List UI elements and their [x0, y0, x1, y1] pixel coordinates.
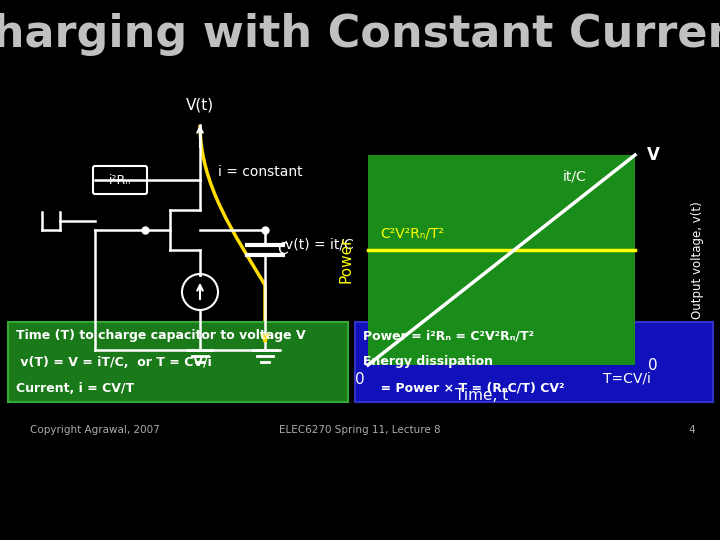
Text: V(t): V(t) [186, 97, 214, 112]
Text: Time (T) to charge capacitor to voltage V: Time (T) to charge capacitor to voltage … [16, 329, 305, 342]
Text: v(T) = V = iT/C,  or T = CV/i: v(T) = V = iT/C, or T = CV/i [16, 355, 212, 368]
FancyBboxPatch shape [93, 166, 147, 194]
Text: it/C: it/C [563, 170, 587, 184]
Text: 0: 0 [355, 372, 365, 387]
Circle shape [182, 274, 218, 310]
Text: Copyright Agrawal, 2007: Copyright Agrawal, 2007 [30, 425, 160, 435]
Text: Output voltage, v(t): Output voltage, v(t) [690, 201, 703, 319]
Bar [368, 155, 635, 365]
Text: T=CV/i: T=CV/i [603, 372, 651, 386]
Bar [355, 322, 713, 402]
Text: v(t) = it/C: v(t) = it/C [285, 238, 354, 252]
Text: C: C [277, 242, 287, 258]
Text: Energy dissipation: Energy dissipation [363, 355, 493, 368]
Text: Power: Power [338, 237, 354, 284]
Bar [8, 322, 348, 402]
Text: i = constant: i = constant [218, 165, 302, 179]
Text: ELEC6270 Spring 11, Lecture 8: ELEC6270 Spring 11, Lecture 8 [279, 425, 441, 435]
Text: i²Rₙ: i²Rₙ [109, 173, 131, 186]
Text: 4: 4 [688, 425, 695, 435]
Text: Time, t: Time, t [455, 388, 508, 402]
Text: Charging with Constant Current: Charging with Constant Current [0, 14, 720, 57]
Text: V: V [647, 146, 660, 164]
Text: Power = i²Rₙ = C²V²Rₙ/T²: Power = i²Rₙ = C²V²Rₙ/T² [363, 329, 534, 342]
Text: C²V²Rₙ/T²: C²V²Rₙ/T² [380, 226, 444, 240]
Text: 0: 0 [648, 357, 658, 373]
Text: = Power × T = (RₙC/T) CV²: = Power × T = (RₙC/T) CV² [363, 381, 564, 395]
Text: Current, i = CV/T: Current, i = CV/T [16, 381, 134, 395]
